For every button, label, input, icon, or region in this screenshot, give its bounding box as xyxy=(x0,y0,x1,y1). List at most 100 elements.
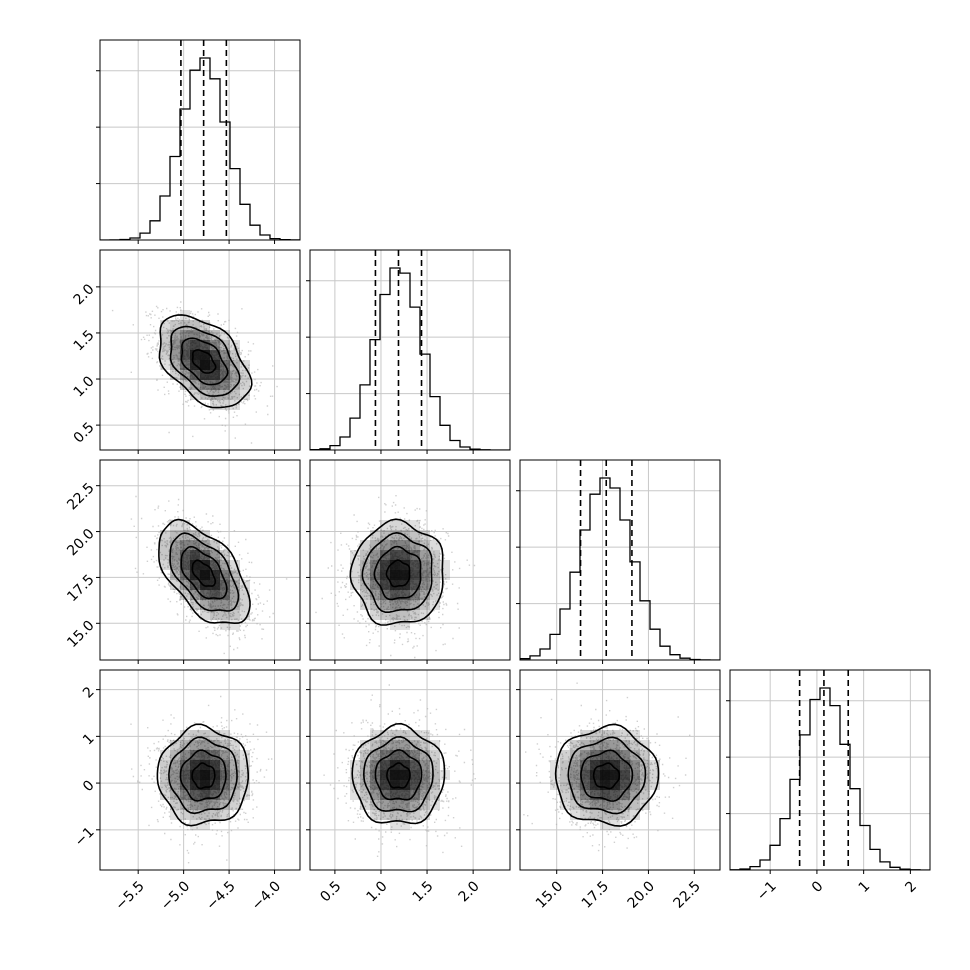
density-cell xyxy=(230,740,240,750)
density-cell xyxy=(370,790,380,800)
density-cell xyxy=(230,790,240,800)
density-cell xyxy=(560,800,570,810)
density-cell xyxy=(590,780,600,790)
density-cell xyxy=(190,600,200,610)
density-cell xyxy=(220,570,230,580)
y-tick-label: 0 xyxy=(80,777,98,795)
density-cell xyxy=(400,610,410,620)
density-cell xyxy=(200,740,210,750)
contour-line xyxy=(386,762,411,789)
x-tick-label: −5.5 xyxy=(112,878,147,913)
density-cell xyxy=(370,530,380,540)
density-cell xyxy=(190,380,200,390)
density-cell xyxy=(360,800,370,810)
density-cell xyxy=(350,790,360,800)
panel-1-0: 0.5 1.0 1.5 2.0 xyxy=(71,249,301,454)
density-cell xyxy=(410,750,420,760)
density-cell xyxy=(410,730,420,740)
density-cell xyxy=(380,810,390,820)
density-cell xyxy=(200,780,210,790)
density-cell xyxy=(380,560,390,570)
density-cell xyxy=(560,780,570,790)
contour-line xyxy=(191,559,216,587)
density-cell xyxy=(180,780,190,790)
density-cell xyxy=(570,760,580,770)
density-cell xyxy=(390,570,400,580)
density-cell xyxy=(380,570,390,580)
density-cell xyxy=(240,370,250,380)
density-cell xyxy=(650,770,660,780)
panel-content xyxy=(100,460,300,660)
density-cell xyxy=(170,560,180,570)
density-cell xyxy=(230,610,240,620)
density-cell xyxy=(230,760,240,770)
density-cell xyxy=(220,610,230,620)
density-cell xyxy=(190,750,200,760)
density-cell xyxy=(390,540,400,550)
density-cell xyxy=(210,550,220,560)
density-cell xyxy=(630,760,640,770)
density-cell xyxy=(210,780,220,790)
density-cell xyxy=(180,320,190,330)
density-cell xyxy=(230,390,240,400)
contour-line xyxy=(180,545,228,600)
density-cell xyxy=(410,590,420,600)
density-cell xyxy=(200,610,210,620)
density-cell xyxy=(230,780,240,790)
density-cell xyxy=(200,790,210,800)
density-cell xyxy=(350,570,360,580)
density-cell xyxy=(180,340,190,350)
density-cell xyxy=(210,400,220,410)
density-cell xyxy=(190,790,200,800)
density-cell xyxy=(220,370,230,380)
density-cell xyxy=(200,330,210,340)
density-cell xyxy=(180,740,190,750)
panel-3-0: −5.5 −5.0 −4.5 −4.0 −1 0 1 2 xyxy=(72,669,301,914)
density-cell xyxy=(410,780,420,790)
density-cell xyxy=(350,560,360,570)
density-cell xyxy=(420,810,430,820)
density-cell xyxy=(170,540,180,550)
density-cell xyxy=(380,730,390,740)
panel-content xyxy=(100,40,300,240)
density-cell xyxy=(620,780,630,790)
density-cell xyxy=(230,600,240,610)
density-cell xyxy=(410,760,420,770)
panel-content xyxy=(730,670,930,870)
x-tick-label: −1 xyxy=(754,878,780,904)
density-cell xyxy=(180,590,190,600)
density-cell xyxy=(360,550,370,560)
density-cell xyxy=(610,750,620,760)
density-cell xyxy=(190,810,200,820)
density-cell xyxy=(220,740,230,750)
density-cell xyxy=(350,780,360,790)
density-cell xyxy=(190,350,200,360)
x-tick-label: 17.5 xyxy=(579,878,612,911)
density-cell xyxy=(160,340,170,350)
density-cell xyxy=(380,610,390,620)
density-cell xyxy=(400,520,410,530)
density-cell xyxy=(180,750,190,760)
density-cell xyxy=(210,340,220,350)
density-cell xyxy=(230,350,240,360)
density-cell xyxy=(410,540,420,550)
density-cell xyxy=(170,770,180,780)
contour-line xyxy=(351,722,446,825)
density-cell xyxy=(620,800,630,810)
density-cell xyxy=(160,750,170,760)
density-cell xyxy=(200,820,210,830)
density-cell xyxy=(360,570,370,580)
density-cell xyxy=(410,770,420,780)
density-cell xyxy=(190,740,200,750)
panel-content xyxy=(100,250,300,450)
density-cell xyxy=(630,770,640,780)
density-cell xyxy=(400,590,410,600)
density-cell xyxy=(400,550,410,560)
panel-content xyxy=(310,250,510,450)
density-cell xyxy=(200,580,210,590)
density-cell xyxy=(220,550,230,560)
contour-line xyxy=(156,723,249,827)
y-tick-label: 0.5 xyxy=(71,419,98,446)
density-cell xyxy=(560,760,570,770)
